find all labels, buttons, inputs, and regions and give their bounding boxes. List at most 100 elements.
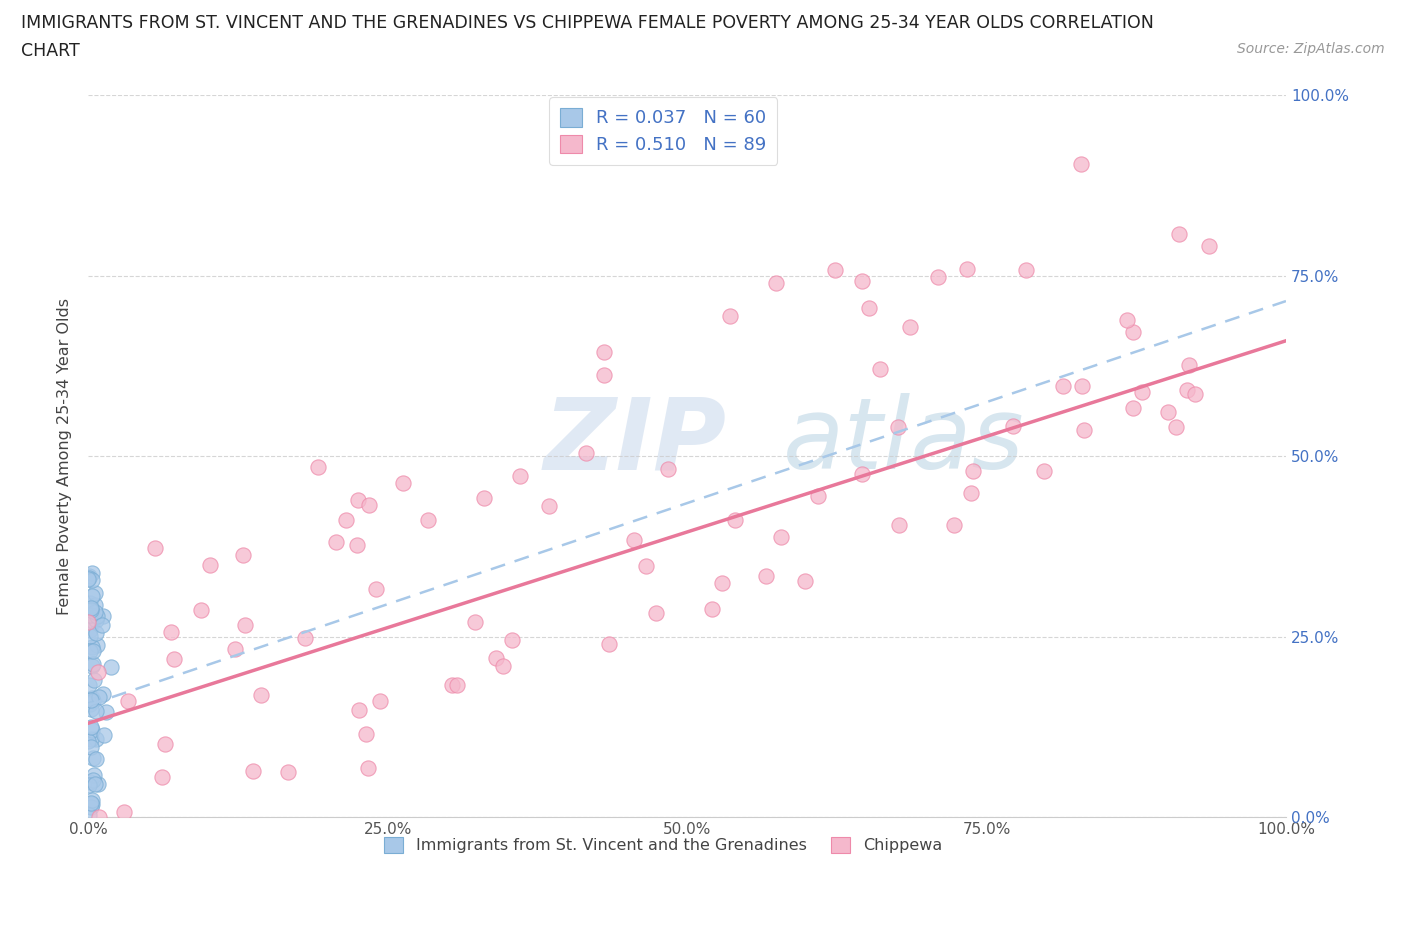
- Point: [485, 650, 508, 665]
- Point: [1175, 382, 1198, 397]
- Point: [623, 533, 645, 548]
- Point: [83, 604, 105, 619]
- Point: [645, 605, 668, 620]
- Point: [364, 581, 387, 596]
- Point: [190, 603, 212, 618]
- Point: [593, 367, 616, 382]
- Point: [1130, 384, 1153, 399]
- Point: [346, 538, 368, 552]
- Point: [87, 810, 110, 825]
- Point: [86, 613, 108, 628]
- Point: [80, 693, 103, 708]
- Point: [657, 461, 679, 476]
- Point: [277, 764, 299, 779]
- Point: [91, 608, 114, 623]
- Point: [84, 597, 107, 612]
- Point: [79, 622, 101, 637]
- Point: [538, 498, 561, 513]
- Y-axis label: Female Poverty Among 25-34 Year Olds: Female Poverty Among 25-34 Year Olds: [58, 298, 72, 615]
- Point: [79, 697, 101, 711]
- Point: [77, 734, 100, 749]
- Point: [294, 631, 316, 645]
- Point: [198, 557, 221, 572]
- Point: [87, 777, 110, 791]
- Point: [80, 739, 103, 754]
- Point: [77, 678, 100, 693]
- Point: [1071, 379, 1094, 393]
- Point: [224, 642, 246, 657]
- Point: [765, 275, 787, 290]
- Point: [824, 263, 846, 278]
- Text: IMMIGRANTS FROM ST. VINCENT AND THE GRENADINES VS CHIPPEWA FEMALE POVERTY AMONG : IMMIGRANTS FROM ST. VINCENT AND THE GREN…: [21, 14, 1154, 32]
- Point: [80, 796, 103, 811]
- Point: [807, 488, 830, 503]
- Point: [574, 445, 596, 460]
- Point: [91, 687, 114, 702]
- Point: [79, 644, 101, 658]
- Point: [368, 694, 391, 709]
- Point: [80, 723, 103, 737]
- Point: [80, 639, 103, 654]
- Point: [84, 777, 107, 791]
- Point: [793, 574, 815, 589]
- Point: [464, 615, 486, 630]
- Text: ZIP: ZIP: [543, 393, 727, 490]
- Point: [77, 568, 100, 583]
- Point: [82, 573, 104, 588]
- Point: [1070, 157, 1092, 172]
- Point: [1002, 418, 1025, 433]
- Point: [77, 693, 100, 708]
- Point: [233, 618, 256, 632]
- Point: [959, 485, 981, 500]
- Legend: Immigrants from St. Vincent and the Grenadines, Chippewa: Immigrants from St. Vincent and the Gren…: [378, 830, 949, 859]
- Point: [87, 689, 110, 704]
- Point: [80, 732, 103, 747]
- Point: [1178, 358, 1201, 373]
- Point: [962, 464, 984, 479]
- Point: [359, 498, 381, 512]
- Point: [79, 808, 101, 823]
- Point: [117, 694, 139, 709]
- Point: [84, 626, 107, 641]
- Point: [80, 720, 103, 735]
- Point: [155, 737, 177, 751]
- Point: [710, 576, 733, 591]
- Point: [82, 773, 104, 788]
- Point: [77, 777, 100, 792]
- Point: [1168, 227, 1191, 242]
- Point: [598, 637, 620, 652]
- Point: [232, 548, 254, 563]
- Point: [86, 608, 108, 623]
- Point: [501, 633, 523, 648]
- Point: [1157, 405, 1180, 419]
- Point: [77, 615, 100, 630]
- Point: [356, 726, 378, 741]
- Point: [869, 362, 891, 377]
- Point: [956, 261, 979, 276]
- Point: [82, 644, 104, 658]
- Point: [82, 693, 104, 708]
- Point: [858, 300, 880, 315]
- Point: [1198, 239, 1220, 254]
- Point: [150, 769, 173, 784]
- Point: [143, 540, 166, 555]
- Point: [446, 678, 468, 693]
- Point: [472, 491, 495, 506]
- Point: [392, 475, 415, 490]
- Point: [87, 665, 110, 680]
- Point: [898, 319, 921, 334]
- Point: [80, 603, 103, 618]
- Point: [94, 705, 117, 720]
- Point: [242, 764, 264, 778]
- Point: [700, 602, 723, 617]
- Text: atlas: atlas: [783, 393, 1025, 490]
- Point: [1184, 386, 1206, 401]
- Point: [80, 589, 103, 604]
- Point: [79, 607, 101, 622]
- Point: [1121, 401, 1143, 416]
- Point: [80, 601, 103, 616]
- Point: [91, 618, 114, 632]
- Point: [79, 629, 101, 644]
- Point: [83, 586, 105, 601]
- Point: [160, 625, 183, 640]
